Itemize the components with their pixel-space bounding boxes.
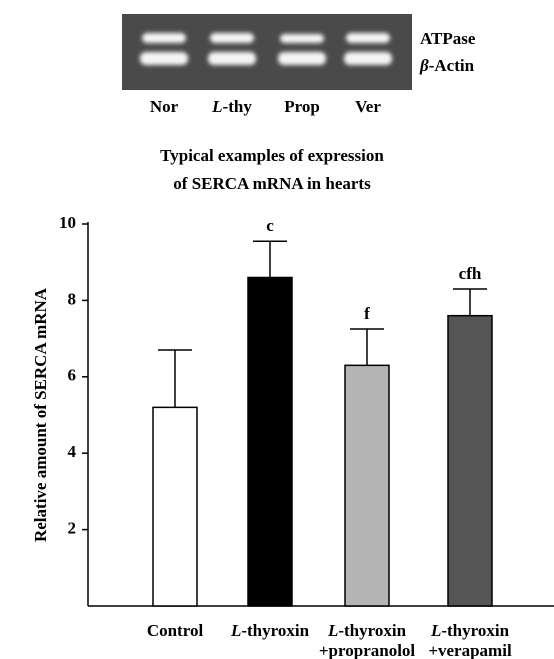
- x-tick-label: L-thyroxin+verapamil: [428, 621, 512, 659]
- lane-label: Ver: [355, 97, 381, 116]
- significance-label: f: [364, 304, 370, 323]
- caption: Typical examples of expression: [160, 146, 384, 165]
- x-tick-label: Control: [147, 621, 204, 640]
- bar: [153, 407, 197, 606]
- lane-label: Prop: [284, 97, 320, 116]
- y-tick-label: 10: [59, 213, 76, 232]
- y-tick-label: 8: [68, 289, 77, 308]
- bar: [448, 316, 492, 606]
- x-tick-label: L-thyroxin+propranolol: [319, 621, 416, 659]
- lane-label: Nor: [150, 97, 179, 116]
- bar: [248, 277, 292, 606]
- y-axis-label: Relative amount of SERCA mRNA: [31, 287, 50, 542]
- figure: ATPase β-Actin Nor L-thy Prop Ver Typica…: [0, 0, 554, 659]
- band-label: ATPase: [420, 29, 476, 48]
- x-tick-label: L-thyroxin: [230, 621, 310, 640]
- caption: of SERCA mRNA in hearts: [173, 174, 371, 193]
- y-tick-label: 2: [68, 519, 77, 538]
- significance-label: c: [266, 216, 274, 235]
- gel-image: [122, 14, 412, 90]
- significance-label: cfh: [459, 264, 482, 283]
- band-label: β-Actin: [419, 56, 475, 75]
- bar: [345, 365, 389, 606]
- lane-label: L-thy: [211, 97, 252, 116]
- y-tick-label: 4: [68, 442, 77, 461]
- y-tick-label: 6: [68, 366, 77, 385]
